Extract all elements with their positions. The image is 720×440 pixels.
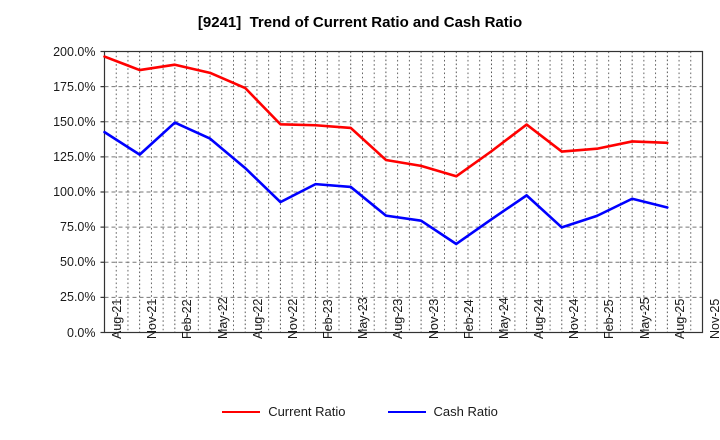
x-tick-label: Nov-24 (567, 298, 582, 339)
x-tick-label: Feb-23 (321, 298, 336, 339)
x-tick-label: Feb-25 (602, 298, 617, 339)
horizontal-gridlines (104, 86, 703, 298)
legend-label: Cash Ratio (433, 404, 498, 419)
legend-line-swatch (387, 410, 426, 413)
x-tick-label: Aug-21 (110, 298, 124, 339)
series-line-cash-ratio (103, 121, 669, 246)
series-line-current-ratio (103, 55, 669, 178)
x-tick-label: Nov-21 (145, 298, 160, 339)
x-tick-label: Nov-23 (426, 298, 441, 339)
y-tick-label: 25.0% (60, 290, 96, 305)
legend-item[interactable]: Cash Ratio (387, 404, 498, 419)
y-tick-label: 125.0% (53, 149, 96, 164)
legend-item[interactable]: Current Ratio (222, 404, 346, 419)
x-tick-label: Nov-22 (285, 298, 300, 339)
x-tick-label: Aug-24 (532, 298, 547, 339)
x-tick-label: May-22 (215, 296, 230, 339)
y-tick-label: 0.0% (67, 325, 96, 340)
chart-title: [9241] Trend of Current Ratio and Cash R… (197, 14, 523, 31)
x-tick-label: Feb-24 (461, 298, 476, 339)
x-tick-label: May-24 (496, 296, 511, 339)
x-tick-label: Aug-23 (391, 298, 406, 339)
y-tick-label: 75.0% (60, 220, 96, 235)
legend-label: Current Ratio (268, 404, 346, 419)
plot-frame (103, 50, 704, 334)
y-tick-label: 150.0% (53, 114, 96, 129)
x-tick-label: Aug-25 (672, 298, 687, 339)
x-tick-label: May-23 (356, 296, 371, 339)
chart-legend: Current Ratio Cash Ratio (0, 404, 720, 419)
y-tick-label: 50.0% (60, 255, 96, 270)
x-tick-label: Nov-25 (708, 298, 720, 339)
y-tick-label: 100.0% (53, 185, 96, 199)
x-tick-label: May-25 (637, 296, 652, 339)
series-lines (103, 55, 669, 246)
minor-gridlines (115, 51, 692, 333)
x-tick-label: Aug-22 (250, 298, 265, 339)
y-tick-label: 175.0% (53, 79, 96, 94)
legend-line-swatch (222, 410, 261, 413)
y-tick-label: 200.0% (53, 44, 96, 59)
x-tick-label: Feb-22 (180, 298, 195, 339)
y-tick-marks (100, 50, 105, 334)
